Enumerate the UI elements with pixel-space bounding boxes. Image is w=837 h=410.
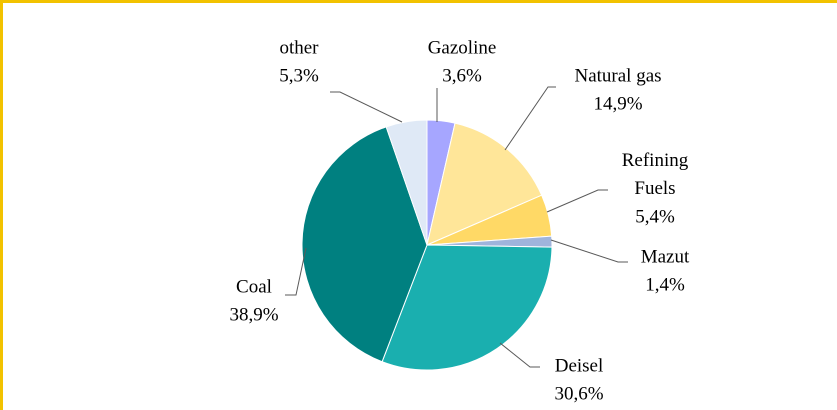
pie-slice xyxy=(426,122,543,246)
slice-value: 5,4% xyxy=(635,206,675,227)
slice-label: Natural gas xyxy=(574,65,661,86)
slice-label: Deisel xyxy=(555,355,604,376)
slice-label: Gazoline xyxy=(428,37,497,58)
leader-line xyxy=(285,247,307,296)
slice-value: 3,6% xyxy=(442,65,482,86)
slice-value: 1,4% xyxy=(645,274,685,295)
pie-slice xyxy=(381,244,553,371)
pie xyxy=(301,119,553,371)
slice-value: 5,3% xyxy=(279,65,319,86)
leader-line xyxy=(550,239,628,263)
slice-value: 14,9% xyxy=(593,93,642,114)
slice-label: other xyxy=(279,37,319,58)
pie-slice xyxy=(301,126,428,363)
slice-label: Mazut xyxy=(641,246,690,267)
labels: Gazoline 3,6% Natural gas 14,9% Refining Fuel… xyxy=(229,37,690,404)
slice-label: Refining Fuels xyxy=(622,150,689,199)
leader-line xyxy=(499,342,540,368)
slice-value: 38,9% xyxy=(229,304,278,325)
slice-label: Coal xyxy=(236,276,272,297)
leader-line xyxy=(546,189,608,213)
leader-line xyxy=(504,86,556,151)
leader-line xyxy=(330,91,403,123)
slice-value: 30,6% xyxy=(554,383,603,404)
pie-slice xyxy=(385,119,428,246)
